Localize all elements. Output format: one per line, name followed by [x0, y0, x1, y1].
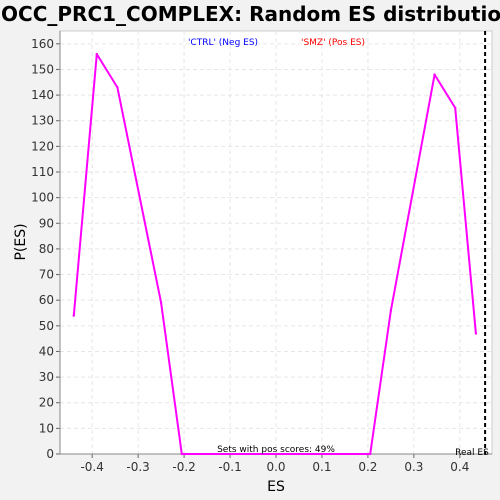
x-axis-label: ES [267, 479, 285, 495]
y-tick-label: 120 [31, 139, 54, 153]
y-tick-label: 40 [39, 344, 54, 358]
x-tick-label: 0.0 [266, 460, 285, 474]
data-point [116, 86, 118, 88]
y-tick-label: 160 [31, 37, 54, 51]
x-tick-label: -0.3 [126, 460, 149, 474]
data-point [73, 314, 75, 316]
legend-entry-ctrl: 'CTRL' (Neg ES) [188, 38, 258, 48]
y-tick-label: 0 [46, 447, 54, 461]
data-point [96, 53, 98, 55]
x-tick-label: -0.1 [218, 460, 241, 474]
real-es-label: Real ES [455, 448, 489, 458]
data-point [181, 453, 183, 455]
data-point [160, 302, 162, 304]
x-tick-label: 0.3 [404, 460, 423, 474]
data-point [369, 453, 371, 455]
data-point [390, 309, 392, 311]
y-tick-label: 110 [31, 165, 54, 179]
y-tick-label: 10 [39, 421, 54, 435]
x-tick-label: 0.4 [450, 460, 469, 474]
chart-title: GOCC_PRC1_COMPLEX: Random ES distributio… [0, 2, 500, 26]
y-tick-label: 20 [39, 396, 54, 410]
data-point [454, 107, 456, 109]
y-tick-label: 60 [39, 293, 54, 307]
y-tick-label: 80 [39, 242, 54, 256]
x-tick-label: -0.4 [80, 460, 103, 474]
data-point [475, 332, 477, 334]
x-tick-label: 0.1 [312, 460, 331, 474]
legend-entry-smz: 'SMZ' (Pos ES) [301, 38, 365, 48]
x-tick-label: -0.2 [172, 460, 195, 474]
y-tick-label: 150 [31, 62, 54, 76]
x-tick-label: 0.2 [358, 460, 377, 474]
y-tick-label: 50 [39, 319, 54, 333]
y-tick-label: 130 [31, 114, 54, 128]
y-tick-label: 70 [39, 268, 54, 282]
y-tick-label: 140 [31, 88, 54, 102]
y-axis-label: P(ES) [13, 223, 29, 260]
y-tick-label: 90 [39, 216, 54, 230]
data-point [433, 73, 435, 75]
pos-scores-annotation: Sets with pos scores: 49% [217, 445, 335, 455]
y-tick-label: 100 [31, 191, 54, 205]
y-tick-label: 30 [39, 370, 54, 384]
